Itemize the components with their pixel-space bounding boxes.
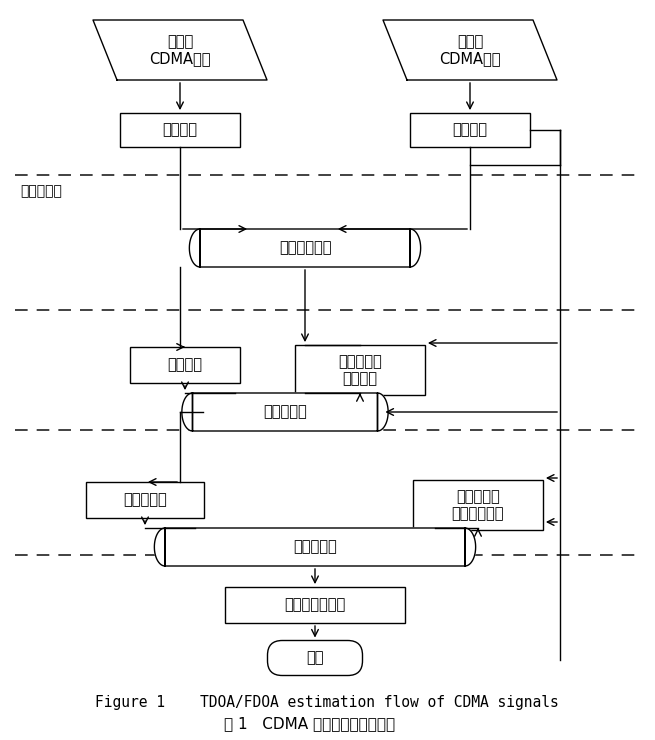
Text: 主通道信号: 主通道信号 [123,493,167,508]
Polygon shape [383,20,557,80]
Text: 同步解扩: 同步解扩 [168,357,202,372]
Text: 主通道
CDMA信号: 主通道 CDMA信号 [149,34,211,66]
Text: 信道滤波: 信道滤波 [162,123,198,138]
Bar [295,345,425,395]
Text: 时差精估计: 时差精估计 [293,539,337,554]
Bar [120,113,240,147]
Text: 补偿时延后
同步解扩: 补偿时延后 同步解扩 [338,354,382,386]
Text: 时频差粗估计: 时频差粗估计 [279,240,331,255]
Text: Figure 1    TDOA/FDOA estimation flow of CDMA signals: Figure 1 TDOA/FDOA estimation flow of CD… [95,695,559,710]
Polygon shape [93,20,267,80]
Text: 频差精估计: 频差精估计 [263,405,307,420]
Text: 图 1   CDMA 信号时频差估计流程: 图 1 CDMA 信号时频差估计流程 [225,716,396,732]
Text: 辅通道
CDMA信号: 辅通道 CDMA信号 [440,34,501,66]
Polygon shape [182,393,388,431]
Bar [413,480,543,530]
Text: 辅通道信号
时延频偏补偿: 辅通道信号 时延频偏补偿 [452,489,504,521]
Text: 时频差估计结果: 时频差估计结果 [284,597,346,613]
Bar [410,113,530,147]
Text: 结束: 结束 [307,650,324,665]
Bar [86,482,204,518]
Text: 信道滤波: 信道滤波 [453,123,487,138]
Polygon shape [189,229,421,267]
Bar [130,347,240,383]
Text: 用户扩频码: 用户扩频码 [20,184,62,198]
FancyBboxPatch shape [267,641,362,676]
Bar [225,587,405,623]
Polygon shape [155,528,476,566]
